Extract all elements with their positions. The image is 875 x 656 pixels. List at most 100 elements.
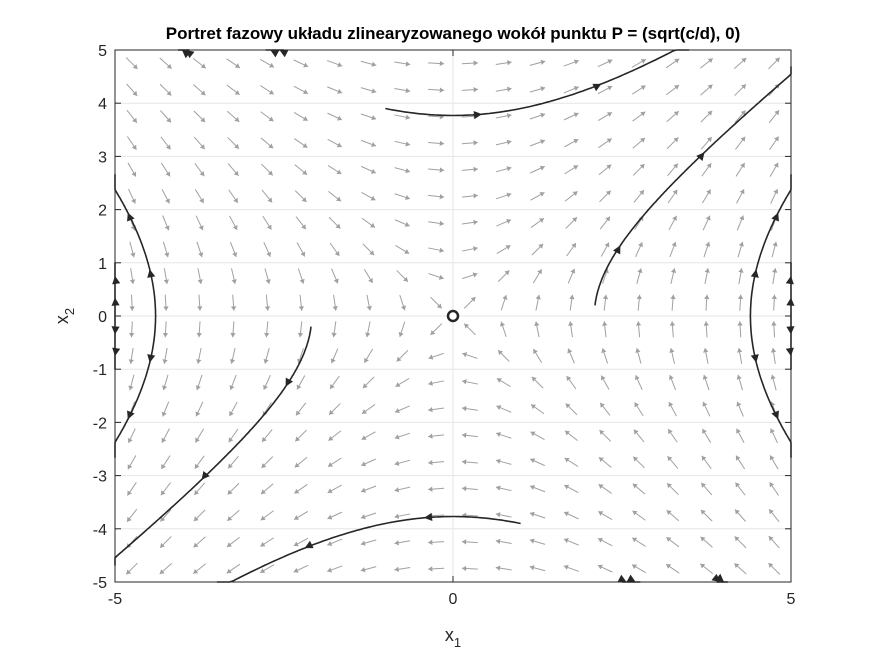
field-arrowhead [268,116,274,122]
field-arrowhead [564,511,570,517]
field-arrowhead [531,376,537,382]
trajectory-curve [114,174,157,316]
field-arrowhead [598,511,604,516]
field-arrowhead [529,538,535,544]
field-arrowhead [669,321,676,326]
field-arrowhead [464,323,470,329]
trajectory-arrowhead [127,212,135,222]
field-arrowhead [297,332,304,338]
y-tick-label: 2 [98,203,107,220]
field-arrowhead [770,428,775,434]
field-arrowhead [132,64,138,69]
trajectory-arrowhead [111,297,120,306]
field-arrowhead [360,514,366,520]
field-arrowhead [737,294,744,300]
field-arrowhead [127,437,133,443]
trajectory-arrowhead [626,574,636,582]
field-arrowhead [164,225,170,231]
field-arrowhead [197,279,203,284]
field-arrowhead [394,487,400,493]
field-arrowhead [163,306,169,311]
field-arrowhead [160,542,165,548]
field-arrowhead [193,516,199,522]
trajectory-arrowhead [785,275,794,285]
field-arrowhead [702,428,707,434]
field-arrowhead [371,115,377,121]
field-arrowhead [774,110,780,116]
x-tick-label: -5 [108,591,122,608]
trajectory-arrowhead [147,354,156,363]
field-arrowhead [268,89,274,95]
field-arrowhead [741,57,747,63]
field-arrowhead [400,305,407,311]
field-arrowhead [330,358,336,364]
field-arrowhead [405,168,411,174]
field-arrowhead [704,268,710,273]
field-arrowhead [495,485,501,491]
field-arrowhead [229,385,235,390]
field-arrowhead [768,536,774,542]
field-arrowhead [263,384,268,390]
field-arrowhead [473,87,478,93]
field-arrowhead [739,215,745,221]
field-arrowhead [365,332,371,338]
field-arrowhead [327,514,333,520]
field-arrowhead [739,189,745,195]
field-arrowhead [740,110,746,116]
field-arrowhead [264,306,271,311]
field-arrowhead [505,245,511,250]
field-arrowhead [327,541,333,547]
x-axis-label: x1 [445,625,461,650]
field-arrowhead [200,117,206,123]
field-arrowhead [674,58,680,64]
field-arrowhead [568,321,574,326]
y-tick-label: -3 [93,469,107,486]
field-arrowhead [706,137,712,142]
field-arrowhead [405,87,411,94]
field-arrowhead [673,137,679,143]
field-arrowhead [371,61,377,67]
field-arrowhead [707,84,713,90]
vector-field [125,57,781,575]
field-arrowhead [127,464,133,470]
field-arrowhead [631,564,637,570]
field-arrowhead [301,197,307,202]
field-arrowhead [737,321,743,326]
field-arrowhead [707,58,713,64]
field-arrowhead [294,488,300,494]
field-arrowhead [632,537,638,543]
field-arrowhead [165,171,171,177]
field-arrowhead [530,431,536,437]
field-arrowhead [395,382,401,387]
field-arrowhead [126,569,132,575]
field-arrowhead [538,243,544,249]
field-arrowhead [495,565,501,571]
field-arrowhead [496,405,502,411]
field-arrowhead [195,437,200,443]
field-arrowhead [506,139,512,145]
field-arrowhead [364,357,369,363]
field-arrowhead [330,384,335,390]
field-arrowhead [597,564,603,570]
field-arrowhead [436,303,442,309]
field-arrowhead [534,321,540,327]
field-arrowhead [573,165,579,170]
field-arrowhead [772,268,778,273]
field-arrowhead [502,295,508,300]
field-arrowhead [131,144,137,150]
trajectory-arrowhead [785,347,794,357]
field-arrowhead [430,330,436,335]
trajectory-arrowhead [771,212,779,222]
field-arrowhead [540,59,546,65]
field-arrowhead [566,375,572,381]
field-arrowhead [539,165,545,171]
field-arrowhead [233,170,239,176]
field-arrowhead [740,136,746,142]
field-arrowhead [199,171,205,177]
field-arrowhead [193,568,199,574]
trajectory-arrowhead [696,152,705,162]
field-arrowhead [371,88,377,94]
field-arrowhead [461,459,467,465]
field-arrowhead [439,220,445,227]
field-arrowhead [737,348,743,353]
